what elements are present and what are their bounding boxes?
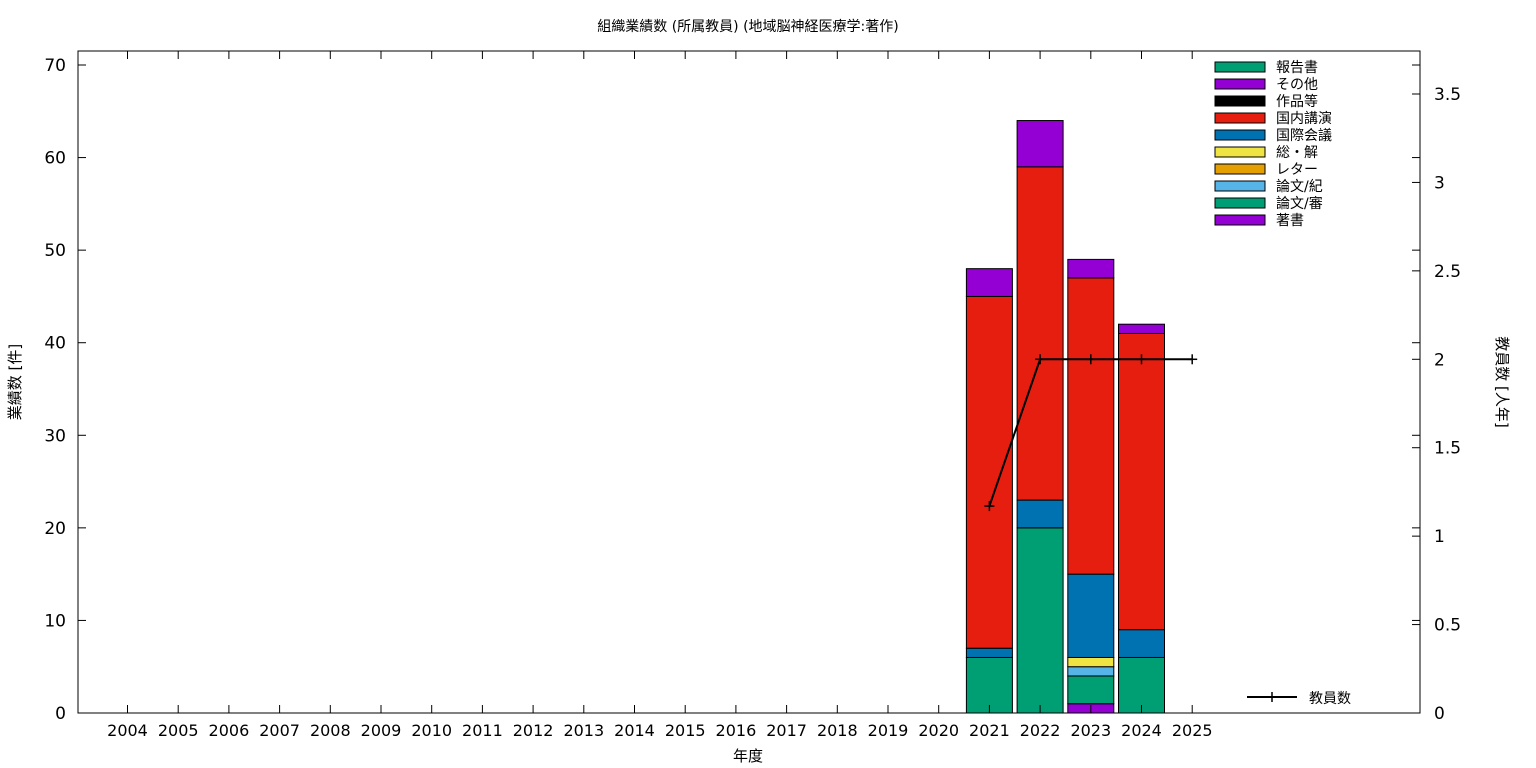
- y2-axis: 0 0.5 1 1.5 2 2.5 3 3.5: [1412, 85, 1461, 724]
- legend-label: 報告書: [1276, 60, 1318, 76]
- y-tick-label: 30: [44, 426, 66, 446]
- legend-swatch: [1214, 78, 1266, 90]
- x-tick-label: 2021: [969, 721, 1010, 740]
- bar-segment-2023-1: [1067, 675, 1115, 705]
- legend-swatch: [1214, 112, 1266, 124]
- x-tick-label: 2004: [107, 721, 148, 740]
- y2-tick-label: 3.5: [1434, 85, 1461, 105]
- legend-label: 国際会議: [1276, 127, 1332, 144]
- legend-label: 著書: [1276, 213, 1304, 229]
- y-tick-label: 50: [44, 241, 66, 261]
- x-tick-label: 2011: [462, 721, 503, 740]
- y-tick-label: 70: [44, 56, 66, 76]
- bar-segment-2024-5: [1118, 629, 1165, 658]
- legend-swatch: [1214, 146, 1266, 158]
- x-tick-label: 2016: [716, 721, 757, 740]
- legend-label: 総・解: [1276, 145, 1318, 161]
- line-group: [984, 354, 1198, 512]
- y-tick-label: 10: [44, 611, 66, 631]
- legend-swatch: [1214, 61, 1266, 73]
- y2-axis-label: 教員数 [人年]: [1493, 336, 1511, 427]
- bar-segment-2021-1: [965, 656, 1013, 714]
- plot-frame: [77, 50, 1421, 714]
- x-tick-label: 2018: [817, 721, 858, 740]
- x-tick-label: 2022: [1020, 721, 1061, 740]
- bar-segment-2023-4: [1067, 656, 1115, 668]
- x-tick-label: 2014: [614, 721, 655, 740]
- line-point-2025: [1187, 354, 1198, 365]
- y-tick-label: 20: [44, 519, 66, 539]
- line-point-2022: [1035, 354, 1046, 365]
- line-point-2021: [984, 501, 995, 512]
- x-tick-label: 2013: [563, 721, 604, 740]
- x-tick-label: 2015: [665, 721, 706, 740]
- y2-tick-label: 1: [1434, 527, 1445, 547]
- line-point-2024: [1136, 354, 1147, 365]
- x-tick-label: 2024: [1121, 721, 1162, 740]
- legend-label: その他: [1276, 77, 1318, 93]
- bar-segment-2023-2: [1067, 666, 1115, 677]
- bar-segment-2024-6: [1118, 332, 1165, 631]
- bar-segment-2022-8: [1016, 120, 1064, 168]
- legend-label: 作品等: [1276, 93, 1318, 110]
- bar-segment-2022-1: [1016, 527, 1064, 714]
- bar-segment-2021-8: [965, 268, 1013, 297]
- y-axis-label: 業績数 [件]: [6, 344, 24, 420]
- bar-segment-2023-8: [1067, 258, 1115, 279]
- bar-segment-2024-8: [1118, 323, 1165, 334]
- y-axis: 0 10 20 30 40 50 60 70: [44, 56, 1420, 724]
- legend-swatch: [1214, 180, 1266, 192]
- x-tick-label: 2025: [1172, 721, 1213, 740]
- x-axis-label: 年度: [733, 747, 763, 765]
- bar-segment-2023-6: [1067, 277, 1115, 575]
- x-tick-label: 2012: [513, 721, 554, 740]
- bar-segment-2024-1: [1118, 656, 1165, 714]
- x-tick-label: 2007: [259, 721, 300, 740]
- x-tick-label: 2017: [766, 721, 807, 740]
- bar-segment-2022-6: [1016, 166, 1064, 501]
- bar-group: [965, 120, 1165, 714]
- y2-tick-label: 3: [1434, 173, 1445, 193]
- x-tick-label: 2005: [158, 721, 199, 740]
- y-tick-label: 60: [44, 149, 66, 169]
- x-axis: 2004 2005 2006 2007 2008 2009 2010 2011 2012 2013…: [107, 51, 1213, 740]
- x-tick-label: 2010: [411, 721, 452, 740]
- line-legend-label: 教員数: [1309, 691, 1351, 707]
- y-tick-label: 0: [55, 704, 66, 724]
- x-tick-label: 2023: [1070, 721, 1111, 740]
- legend-swatch: [1214, 214, 1266, 226]
- legend-label: 論文/紀: [1276, 179, 1323, 195]
- line-point-2023: [1085, 354, 1096, 365]
- bar-segment-2022-5: [1016, 499, 1064, 529]
- y2-tick-label: 2.5: [1434, 262, 1461, 282]
- y2-tick-label: 2: [1434, 350, 1445, 370]
- bar-segment-2021-6: [965, 295, 1013, 649]
- y2-tick-label: 0.5: [1434, 616, 1461, 636]
- legend-label: 論文/審: [1276, 196, 1323, 212]
- y-tick-label: 40: [44, 334, 66, 354]
- x-tick-label: 2006: [209, 721, 250, 740]
- legend-swatch: [1214, 197, 1266, 209]
- legend-swatch: [1214, 129, 1266, 141]
- legend-swatch: [1214, 95, 1266, 107]
- legend-label: 国内講演: [1276, 111, 1332, 127]
- line-legend: 教員数: [1247, 691, 1351, 707]
- y2-tick-label: 1.5: [1434, 439, 1461, 459]
- legend-label: レター: [1276, 162, 1318, 178]
- chart-title: 組織業績数 (所属教員) (地域脳神経医療学:著作): [597, 18, 898, 35]
- x-tick-label: 2008: [310, 721, 351, 740]
- y2-tick-label: 0: [1434, 704, 1445, 724]
- x-tick-label: 2019: [868, 721, 909, 740]
- bar-segment-2021-5: [965, 647, 1013, 658]
- bar-segment-2023-5: [1067, 573, 1115, 658]
- x-tick-label: 2020: [918, 721, 959, 740]
- legend-swatch: [1214, 163, 1266, 175]
- x-tick-label: 2009: [361, 721, 402, 740]
